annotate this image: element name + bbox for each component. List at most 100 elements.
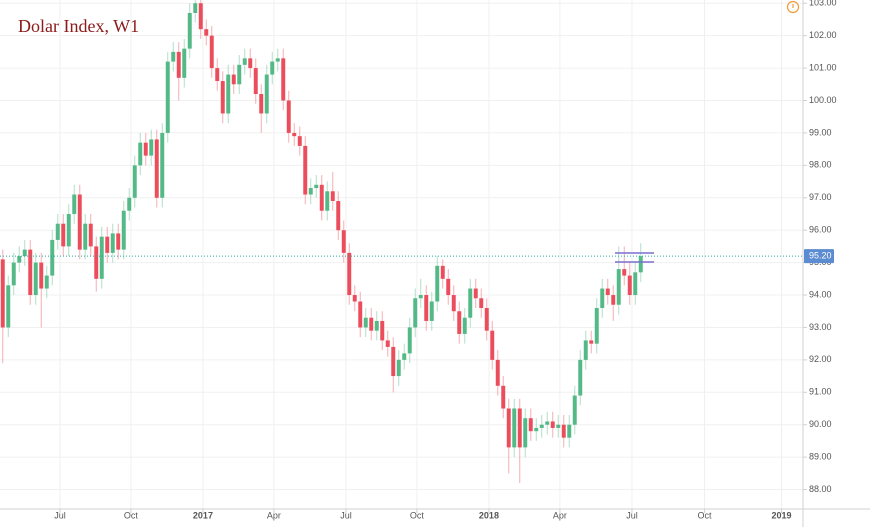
- last-price-box: [804, 249, 834, 264]
- candle-body: [451, 295, 456, 312]
- candle-body: [215, 68, 220, 82]
- candle-body: [105, 236, 110, 253]
- x-tick-label: 2018: [479, 510, 499, 520]
- candle-body: [506, 408, 511, 448]
- candle-body: [358, 301, 363, 328]
- candle-body: [198, 3, 203, 30]
- candle-body: [281, 58, 286, 101]
- candle-body: [501, 385, 506, 409]
- candle-body: [385, 340, 390, 347]
- candle-body: [457, 311, 462, 334]
- candle-body: [484, 307, 489, 331]
- x-tick-label: Jul: [54, 510, 66, 520]
- candle-body: [61, 223, 66, 247]
- candle-body: [534, 427, 539, 432]
- candle-body: [528, 418, 533, 432]
- candle-body: [171, 51, 176, 62]
- candle-body: [589, 340, 594, 344]
- x-tick-label: 2017: [193, 510, 213, 520]
- candle-body: [116, 233, 121, 250]
- last-price-label: 95.20: [809, 250, 832, 260]
- candle-body: [539, 424, 544, 428]
- plot-area: [0, 0, 803, 484]
- x-tick-label: 2019: [772, 510, 792, 520]
- candle-body: [638, 256, 643, 273]
- candle-body: [347, 252, 352, 296]
- candle-body: [446, 278, 451, 296]
- candle-body: [220, 81, 225, 114]
- candle-body: [237, 64, 242, 85]
- candle-body: [319, 184, 324, 211]
- candle-body: [138, 142, 143, 166]
- candle-body: [132, 165, 137, 198]
- y-tick-label: 97.00: [809, 192, 832, 202]
- candle-body: [44, 275, 49, 289]
- y-tick-label: 90.00: [809, 419, 832, 429]
- candle-body: [270, 61, 275, 75]
- candle-body: [495, 359, 500, 386]
- y-tick-label: 92.00: [809, 354, 832, 364]
- candle-body: [611, 295, 616, 305]
- candle-body: [264, 74, 269, 114]
- candle-body: [88, 223, 93, 247]
- candle-body: [259, 94, 264, 114]
- candle-body: [567, 424, 572, 438]
- candle-body: [231, 74, 236, 85]
- candle-body: [143, 142, 148, 156]
- y-tick-label: 94.00: [809, 289, 832, 299]
- candle-body: [462, 317, 467, 334]
- candle-body: [286, 100, 291, 133]
- candle-body: [435, 265, 440, 302]
- candle-body: [39, 262, 44, 289]
- candle-body: [512, 408, 517, 448]
- candle-body: [616, 269, 621, 305]
- candle-body: [11, 262, 16, 286]
- candle-body: [633, 272, 638, 296]
- candle-body: [594, 307, 599, 344]
- candle-body: [517, 408, 522, 448]
- candle-body: [297, 136, 302, 146]
- y-tick-label: 102.00: [809, 30, 837, 40]
- candle-body: [193, 3, 198, 13]
- x-tick-label: Oct: [124, 510, 139, 520]
- y-tick-label: 100.00: [809, 95, 837, 105]
- candle-body: [413, 298, 418, 328]
- candle-body: [468, 288, 473, 318]
- candle-body: [622, 269, 627, 276]
- candle-body: [121, 210, 126, 250]
- candle-body: [110, 233, 115, 253]
- candle-body: [303, 145, 308, 195]
- candle-body: [550, 421, 555, 428]
- candle-body: [407, 327, 412, 354]
- candle-body: [94, 246, 99, 279]
- candle-body: [325, 191, 330, 211]
- candle-body: [336, 201, 341, 231]
- candle-body: [556, 424, 561, 428]
- y-tick-label: 91.00: [809, 387, 832, 397]
- y-tick-label: 98.00: [809, 160, 832, 170]
- candle-body: [204, 29, 209, 36]
- candle-body: [55, 223, 60, 240]
- candle-body: [226, 74, 231, 114]
- candle-body: [127, 197, 132, 211]
- candle-body: [83, 223, 88, 250]
- candle-body: [330, 191, 335, 202]
- y-tick-label: 93.00: [809, 322, 832, 332]
- x-tick-label: Jul: [340, 510, 352, 520]
- y-tick-label: 101.00: [809, 62, 837, 72]
- candle-body: [6, 285, 11, 328]
- candle-body: [187, 12, 192, 49]
- candle-body: [308, 188, 313, 195]
- candle-body: [33, 262, 38, 296]
- chart-title: Dolar Index, W1: [18, 16, 139, 36]
- candle-body: [165, 61, 170, 133]
- candle-body: [402, 353, 407, 360]
- candle-body: [50, 239, 55, 276]
- y-tick-label: 103.00: [809, 0, 837, 8]
- y-tick-label: 96.00: [809, 225, 832, 235]
- x-tick-label: Jul: [626, 510, 638, 520]
- alert-icon[interactable]: [786, 0, 800, 14]
- candle-body: [545, 421, 550, 425]
- candle-body: [473, 288, 478, 299]
